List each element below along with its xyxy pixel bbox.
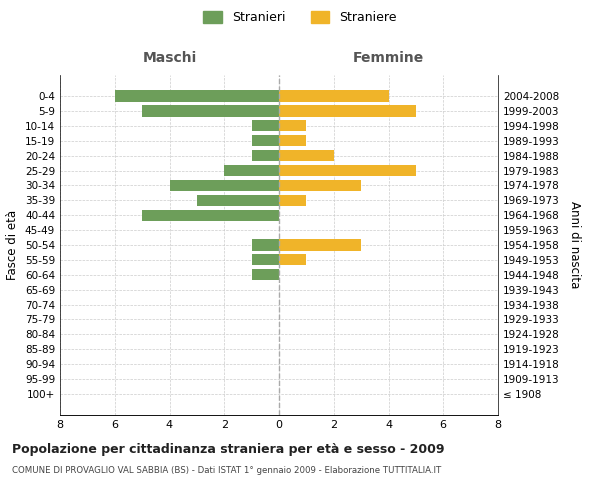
Bar — [279, 240, 361, 250]
Text: Maschi: Maschi — [142, 51, 197, 65]
Y-axis label: Fasce di età: Fasce di età — [7, 210, 19, 280]
Bar — [279, 120, 307, 132]
Bar — [251, 120, 279, 132]
Bar — [115, 90, 279, 102]
Bar — [224, 165, 279, 176]
Bar — [251, 150, 279, 161]
Bar — [251, 254, 279, 266]
Legend: Stranieri, Straniere: Stranieri, Straniere — [203, 11, 397, 24]
Bar — [279, 135, 307, 146]
Text: Femmine: Femmine — [353, 51, 424, 65]
Bar — [251, 269, 279, 280]
Y-axis label: Anni di nascita: Anni di nascita — [568, 202, 581, 288]
Bar — [279, 106, 416, 117]
Bar — [142, 210, 279, 221]
Text: Popolazione per cittadinanza straniera per età e sesso - 2009: Popolazione per cittadinanza straniera p… — [12, 442, 445, 456]
Text: COMUNE DI PROVAGLIO VAL SABBIA (BS) - Dati ISTAT 1° gennaio 2009 - Elaborazione : COMUNE DI PROVAGLIO VAL SABBIA (BS) - Da… — [12, 466, 441, 475]
Bar — [279, 90, 389, 102]
Bar — [279, 180, 361, 191]
Bar — [279, 254, 307, 266]
Bar — [279, 150, 334, 161]
Bar — [251, 240, 279, 250]
Bar — [251, 135, 279, 146]
Bar — [142, 106, 279, 117]
Bar — [197, 194, 279, 206]
Bar — [279, 165, 416, 176]
Bar — [279, 194, 307, 206]
Bar — [170, 180, 279, 191]
